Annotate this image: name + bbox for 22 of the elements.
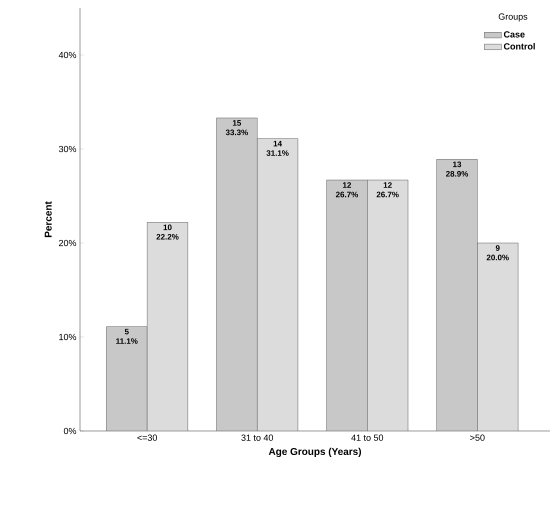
bar bbox=[436, 159, 478, 431]
legend-label: Control bbox=[504, 42, 535, 50]
y-tick-label: 0% bbox=[64, 428, 76, 434]
bar bbox=[477, 242, 518, 431]
y-tick-label: 30% bbox=[58, 146, 76, 152]
y-tick-label: 40% bbox=[58, 52, 76, 58]
y-axis-title: Percent bbox=[44, 201, 52, 238]
bar bbox=[257, 138, 298, 431]
bar bbox=[326, 180, 368, 431]
legend-title: Groups bbox=[498, 13, 528, 22]
x-tick-label: 41 to 50 bbox=[351, 434, 384, 441]
y-tick-label: 20% bbox=[58, 240, 76, 246]
x-tick-label: >50 bbox=[470, 434, 485, 441]
bar bbox=[216, 118, 258, 431]
bar bbox=[146, 222, 188, 431]
y-tick-label: 10% bbox=[59, 334, 76, 340]
bar bbox=[106, 326, 148, 431]
x-tick-label: 31 to 40 bbox=[241, 434, 274, 441]
bar bbox=[367, 180, 408, 431]
legend-label: Case bbox=[504, 31, 525, 38]
x-axis-title: Age Groups (Years) bbox=[268, 448, 362, 458]
x-tick-label: <=30 bbox=[137, 434, 158, 441]
